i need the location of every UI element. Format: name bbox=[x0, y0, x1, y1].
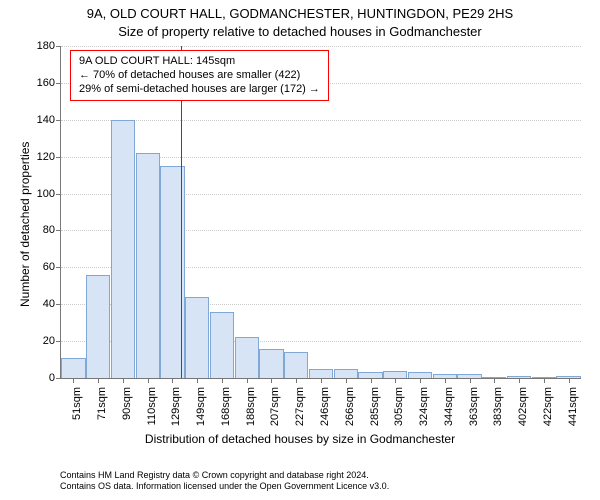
xtick-mark bbox=[321, 378, 322, 383]
xtick-mark bbox=[123, 378, 124, 383]
ytick-mark bbox=[56, 46, 61, 47]
xtick-mark bbox=[519, 378, 520, 383]
grid-line bbox=[61, 46, 581, 47]
xtick-label: 266sqm bbox=[344, 387, 356, 426]
title-line-1: 9A, OLD COURT HALL, GODMANCHESTER, HUNTI… bbox=[0, 6, 600, 21]
ytick-label: 180 bbox=[37, 40, 55, 52]
xtick-label: 90sqm bbox=[121, 387, 133, 420]
xtick-label: 402sqm bbox=[517, 387, 529, 426]
histogram-bar bbox=[284, 352, 308, 378]
legend-line: 9A OLD COURT HALL: 145sqm bbox=[79, 55, 320, 69]
xtick-mark bbox=[296, 378, 297, 383]
xtick-mark bbox=[73, 378, 74, 383]
xtick-label: 422sqm bbox=[542, 387, 554, 426]
credit-text: Contains HM Land Registry data © Crown c… bbox=[60, 470, 389, 493]
ytick-mark bbox=[56, 120, 61, 121]
xtick-mark bbox=[197, 378, 198, 383]
xtick-label: 207sqm bbox=[269, 387, 281, 426]
ytick-label: 140 bbox=[37, 114, 55, 126]
x-axis-label: Distribution of detached houses by size … bbox=[0, 432, 600, 446]
xtick-mark bbox=[494, 378, 495, 383]
xtick-label: 246sqm bbox=[319, 387, 331, 426]
xtick-label: 363sqm bbox=[468, 387, 480, 426]
xtick-mark bbox=[271, 378, 272, 383]
histogram-bar bbox=[383, 371, 407, 378]
xtick-mark bbox=[470, 378, 471, 383]
ytick-mark bbox=[56, 230, 61, 231]
xtick-label: 149sqm bbox=[195, 387, 207, 426]
xtick-label: 71sqm bbox=[96, 387, 108, 420]
ytick-mark bbox=[56, 304, 61, 305]
xtick-mark bbox=[395, 378, 396, 383]
ytick-mark bbox=[56, 83, 61, 84]
xtick-mark bbox=[544, 378, 545, 383]
xtick-label: 285sqm bbox=[369, 387, 381, 426]
legend-line: 29% of semi-detached houses are larger (… bbox=[79, 83, 320, 97]
y-axis-label: Number of detached properties bbox=[18, 142, 32, 307]
xtick-mark bbox=[172, 378, 173, 383]
xtick-mark bbox=[346, 378, 347, 383]
ytick-mark bbox=[56, 267, 61, 268]
histogram-bar bbox=[61, 358, 85, 378]
histogram-bar bbox=[210, 312, 234, 378]
ytick-mark bbox=[56, 341, 61, 342]
xtick-label: 441sqm bbox=[567, 387, 579, 426]
ytick-label: 0 bbox=[49, 372, 55, 384]
legend-line: ← 70% of detached houses are smaller (42… bbox=[79, 69, 320, 83]
xtick-label: 129sqm bbox=[170, 387, 182, 426]
xtick-label: 305sqm bbox=[393, 387, 405, 426]
ytick-mark bbox=[56, 194, 61, 195]
xtick-label: 383sqm bbox=[492, 387, 504, 426]
xtick-mark bbox=[247, 378, 248, 383]
histogram-bar bbox=[334, 369, 358, 378]
ytick-label: 80 bbox=[43, 224, 55, 236]
ytick-label: 40 bbox=[43, 298, 55, 310]
ytick-label: 160 bbox=[37, 77, 55, 89]
xtick-label: 227sqm bbox=[294, 387, 306, 426]
grid-line bbox=[61, 120, 581, 121]
ytick-label: 100 bbox=[37, 188, 55, 200]
xtick-mark bbox=[445, 378, 446, 383]
credit-line-2: Contains OS data. Information licensed u… bbox=[60, 481, 389, 492]
histogram-bar bbox=[111, 120, 135, 378]
ytick-mark bbox=[56, 157, 61, 158]
ytick-label: 60 bbox=[43, 261, 55, 273]
histogram-bar bbox=[259, 349, 283, 379]
xtick-label: 168sqm bbox=[220, 387, 232, 426]
histogram-bar bbox=[309, 369, 333, 378]
chart-legend: 9A OLD COURT HALL: 145sqm← 70% of detach… bbox=[70, 50, 329, 101]
title-line-2: Size of property relative to detached ho… bbox=[0, 24, 600, 39]
xtick-mark bbox=[371, 378, 372, 383]
xtick-label: 344sqm bbox=[443, 387, 455, 426]
xtick-label: 324sqm bbox=[418, 387, 430, 426]
ytick-mark bbox=[56, 378, 61, 379]
histogram-bar bbox=[235, 337, 259, 378]
histogram-bar bbox=[136, 153, 160, 378]
xtick-mark bbox=[569, 378, 570, 383]
xtick-mark bbox=[98, 378, 99, 383]
histogram-bar bbox=[86, 275, 110, 378]
xtick-mark bbox=[148, 378, 149, 383]
ytick-label: 20 bbox=[43, 335, 55, 347]
ytick-label: 120 bbox=[37, 151, 55, 163]
xtick-label: 51sqm bbox=[71, 387, 83, 420]
xtick-mark bbox=[222, 378, 223, 383]
histogram-bar bbox=[185, 297, 209, 378]
xtick-mark bbox=[420, 378, 421, 383]
credit-line-1: Contains HM Land Registry data © Crown c… bbox=[60, 470, 389, 481]
xtick-label: 188sqm bbox=[245, 387, 257, 426]
xtick-label: 110sqm bbox=[146, 387, 158, 425]
